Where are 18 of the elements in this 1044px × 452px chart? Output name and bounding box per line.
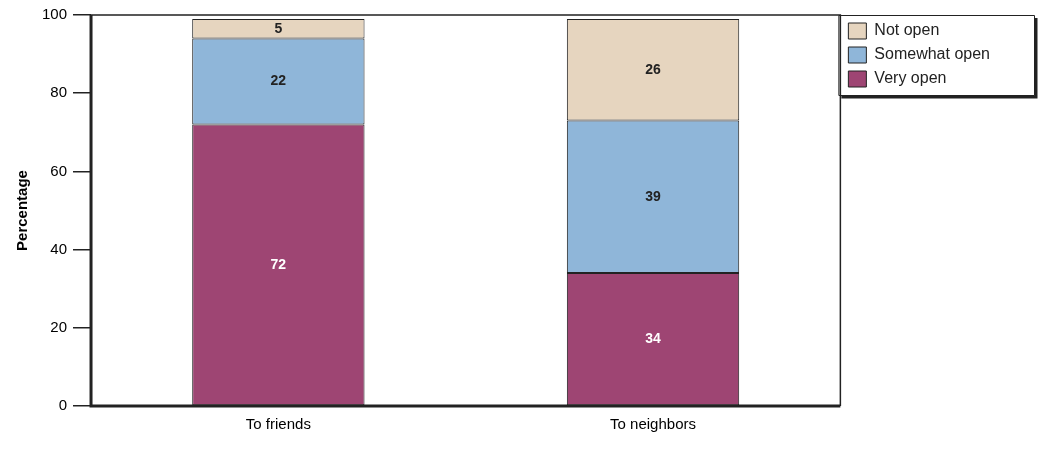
data-label: 34 (645, 330, 662, 347)
legend-label: Very open (874, 69, 947, 87)
y-axis-title: Percentage (13, 170, 31, 251)
x-tick-label: To friends (245, 415, 311, 433)
x-tick-label: To neighbors (610, 415, 696, 433)
y-tick-label: 40 (50, 239, 68, 257)
data-label: 22 (270, 72, 287, 89)
y-tick-label: 20 (50, 317, 68, 335)
legend-label: Not open (874, 21, 940, 39)
legend-label: Somewhat open (874, 45, 991, 63)
y-tick-label: 100 (42, 5, 68, 23)
data-label: 26 (645, 60, 662, 77)
y-tick-label: 60 (50, 161, 68, 179)
y-tick-label: 0 (58, 396, 68, 414)
data-label: 39 (645, 187, 662, 204)
y-tick-label: 80 (50, 83, 68, 101)
data-label: 72 (270, 255, 287, 272)
data-label: 5 (274, 19, 283, 36)
